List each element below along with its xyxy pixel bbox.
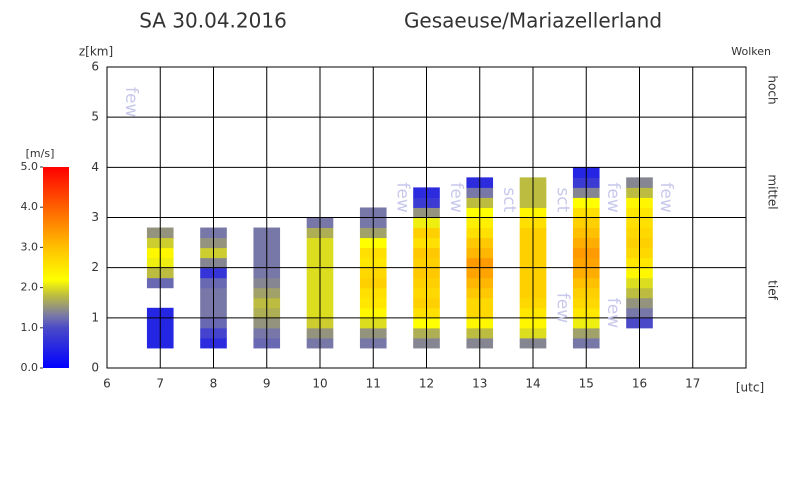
y-tick-label: 3: [91, 210, 99, 224]
plot-frame: [106, 66, 747, 369]
cloud-annotation: few: [446, 182, 466, 212]
y-axis-label: z[km]: [79, 45, 113, 59]
colorbar-tick-label: 3.0: [21, 240, 39, 253]
cloud-annotation: sct: [552, 187, 572, 212]
x-tick-label: 6: [103, 377, 111, 391]
x-tick-label: 7: [156, 377, 164, 391]
colorbar-tick-label: 4.0: [21, 200, 39, 213]
y-tick-label: 0: [91, 361, 99, 375]
x-tick-label: 10: [312, 377, 327, 391]
colorbar-tick-label: 1.0: [21, 321, 39, 334]
cloud-annotation: few: [656, 182, 676, 212]
x-tick-label: 14: [525, 377, 540, 391]
x-tick-label: 17: [685, 377, 700, 391]
cloud-annotation: few: [603, 298, 623, 328]
x-tick-label: 15: [579, 377, 594, 391]
colorbar-label: [m/s]: [26, 147, 55, 160]
cloud-annotation: few: [121, 87, 141, 117]
x-tick-label: 11: [366, 377, 381, 391]
y-tick-label: 4: [91, 160, 99, 174]
x-tick-label: 9: [263, 377, 271, 391]
cloud-annotation: sct: [499, 187, 519, 212]
colorbar-tick-label: 0.0: [21, 361, 39, 374]
colorbar-tick-label: 2.0: [21, 281, 39, 294]
colorbar-tick-label: 5.0: [21, 160, 39, 173]
x-tick-label: 13: [472, 377, 487, 391]
cloud-layer-label: tief: [766, 280, 780, 300]
chart-subtitle: Gesaeuse/Mariazellerland: [404, 9, 662, 33]
x-tick-label: 16: [632, 377, 647, 391]
cloud-layer-label: hoch: [766, 75, 780, 104]
colorbar: [43, 167, 69, 368]
y-tick-label: 2: [91, 260, 99, 274]
y-tick-label: 5: [91, 110, 99, 124]
cloud-label: Wolken: [731, 45, 771, 58]
x-tick-label: 12: [419, 377, 434, 391]
x-axis-label: [utc]: [736, 381, 764, 395]
cloud-layer-label: mittel: [766, 174, 780, 209]
x-tick-label: 8: [210, 377, 218, 391]
cloud-annotation: few: [552, 293, 572, 323]
y-tick-label: 1: [91, 310, 99, 324]
chart-title: SA 30.04.2016: [139, 9, 287, 33]
y-tick-label: 6: [91, 60, 99, 74]
cloud-annotation: few: [393, 182, 413, 212]
cloud-annotation: few: [603, 182, 623, 212]
